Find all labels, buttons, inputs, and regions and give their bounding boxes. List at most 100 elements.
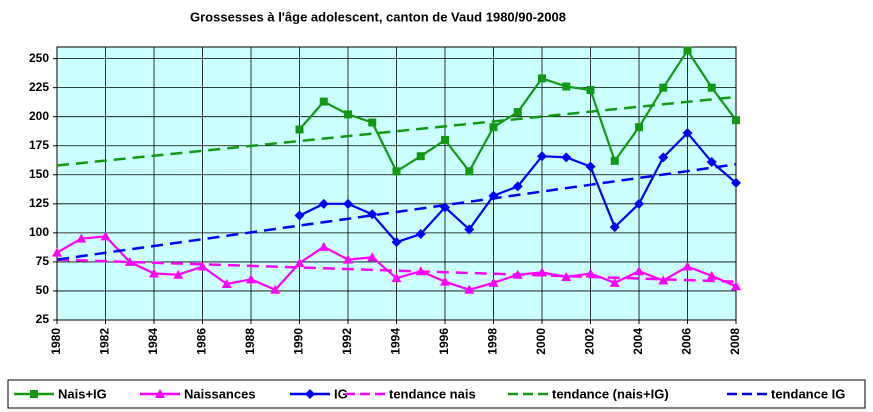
data-point [124,256,135,266]
data-point [295,125,304,134]
data-point [343,198,353,209]
data-point [513,108,522,117]
data-point [464,224,475,235]
x-tick-label: 2000 [534,328,548,355]
data-point [440,276,450,286]
legend-item: Naissances [140,386,256,401]
data-point [76,233,87,243]
x-tick-label: 1984 [146,328,160,355]
x-tick-label: 1986 [195,328,209,355]
data-point [561,152,572,163]
chart-title: Grossesses à l'âge adolescent, canton de… [190,9,566,24]
data-point [392,167,401,176]
y-tick-label: 150 [29,167,49,181]
data-point [659,83,668,92]
data-point [465,167,474,176]
data-point [634,266,644,276]
data-point [488,277,499,287]
legend-item: Nais+IG [14,386,107,401]
data-point [610,156,619,165]
legend-item: tendance (nais+IG) [508,386,669,401]
legend-label: IG [334,386,348,401]
data-point [344,110,352,119]
x-tick-label: 1990 [292,328,306,355]
y-tick-label: 125 [29,196,49,210]
data-point [682,127,693,138]
legend-label: tendance IG [771,386,845,401]
legend-item: tendance nais [345,386,476,401]
x-tick-label: 2008 [728,328,742,355]
data-point [270,284,281,294]
data-point [707,83,716,92]
data-point [682,261,693,271]
data-point [149,268,159,278]
trend-line [56,163,737,261]
data-point [731,177,741,188]
x-tick-label: 2006 [680,328,694,355]
x-tick-label: 1988 [243,328,257,355]
data-point [391,237,402,248]
data-point [731,281,741,291]
y-tick-label: 225 [29,80,49,94]
data-point [512,181,523,192]
x-tick-label: 1982 [98,328,112,355]
y-tick-label: 75 [36,254,50,268]
x-tick-label: 1994 [389,328,403,355]
legend-label: tendance (nais+IG) [552,386,669,401]
data-point [173,269,184,279]
legend-label: tendance nais [389,386,476,401]
legend-marker [305,389,315,399]
data-point [52,247,62,257]
x-tick-label: 1996 [437,328,451,355]
data-point [609,277,620,287]
data-point [586,85,595,94]
data-point [658,275,669,285]
y-tick-label: 50 [36,283,50,297]
y-tick-label: 100 [29,225,49,239]
data-point [706,157,717,168]
data-point [562,82,571,91]
data-point [318,241,329,251]
data-point [561,272,572,282]
data-point [609,222,620,233]
x-tick-label: 1980 [49,328,63,355]
legend-marker [30,390,38,398]
data-point [367,252,378,262]
legend-label: Naissances [184,386,256,401]
data-point [221,278,232,288]
data-point [585,161,596,172]
legend-label: Nais+IG [58,386,107,401]
data-point [197,261,208,271]
legend-item: IG [290,386,348,401]
data-point [683,46,692,55]
data-point [318,198,329,209]
x-tick-label: 2002 [583,328,597,355]
data-point [732,116,740,125]
data-point [441,135,449,144]
x-tick-label: 1992 [340,328,354,355]
legend-marker [155,389,165,398]
data-point [634,198,644,209]
y-tick-label: 25 [36,312,50,326]
data-point [294,258,305,268]
data-point [391,273,402,283]
y-tick-label: 250 [29,51,49,65]
data-point [246,274,256,284]
data-point [706,270,717,280]
data-point [294,210,305,221]
legend-item: tendance IG [727,386,845,401]
x-tick-label: 1998 [486,328,500,355]
data-point [537,151,547,162]
data-point [489,123,498,132]
x-tick-label: 2004 [631,328,645,355]
data-point [368,118,377,127]
data-point [416,152,425,161]
y-tick-label: 175 [29,138,49,152]
y-tick-label: 200 [29,109,49,123]
data-point [100,231,111,241]
data-point [585,268,596,278]
data-point [464,284,475,294]
data-point [635,123,643,132]
data-point [658,152,669,163]
